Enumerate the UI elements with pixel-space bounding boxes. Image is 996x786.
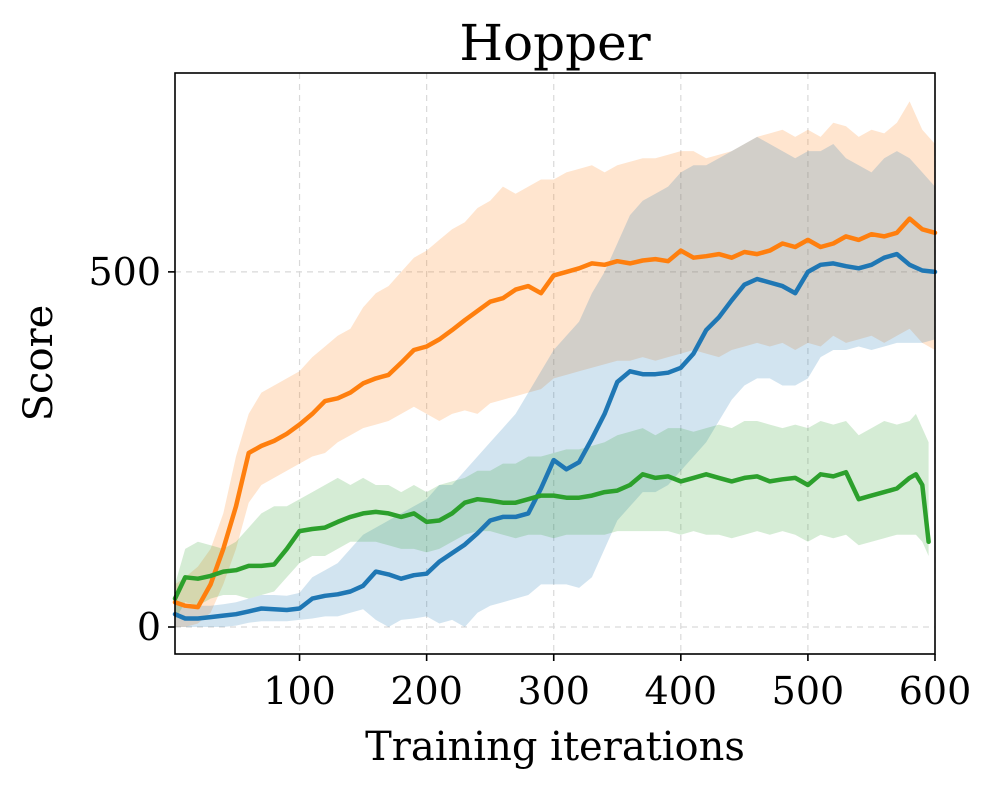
series-2-band — [175, 413, 929, 620]
series-lines — [172, 216, 938, 621]
series-0-line — [172, 216, 938, 610]
chart-title: Hopper — [459, 14, 650, 72]
series-1-line — [172, 251, 938, 621]
series-2-line — [172, 469, 931, 601]
x-tick-label-5: 600 — [899, 669, 972, 713]
x-tick-label-2: 300 — [517, 669, 590, 713]
x-tick-label-1: 200 — [390, 669, 463, 713]
x-tick-label-0: 100 — [263, 669, 336, 713]
y-axis-label: Score — [16, 305, 62, 422]
confidence-bands — [175, 101, 935, 627]
series-0-band — [175, 101, 935, 627]
series-1-band — [175, 136, 935, 627]
y-tick-label-1: 500 — [88, 250, 161, 294]
x-tick-label-4: 500 — [772, 669, 845, 713]
axis-ticks: 100 200 300 400 500 600 0 500 — [88, 250, 971, 713]
y-tick-label-0: 0 — [137, 605, 161, 649]
plot-frame — [174, 72, 936, 655]
x-tick-label-3: 400 — [645, 669, 718, 713]
x-axis-label: Training iterations — [365, 724, 745, 770]
